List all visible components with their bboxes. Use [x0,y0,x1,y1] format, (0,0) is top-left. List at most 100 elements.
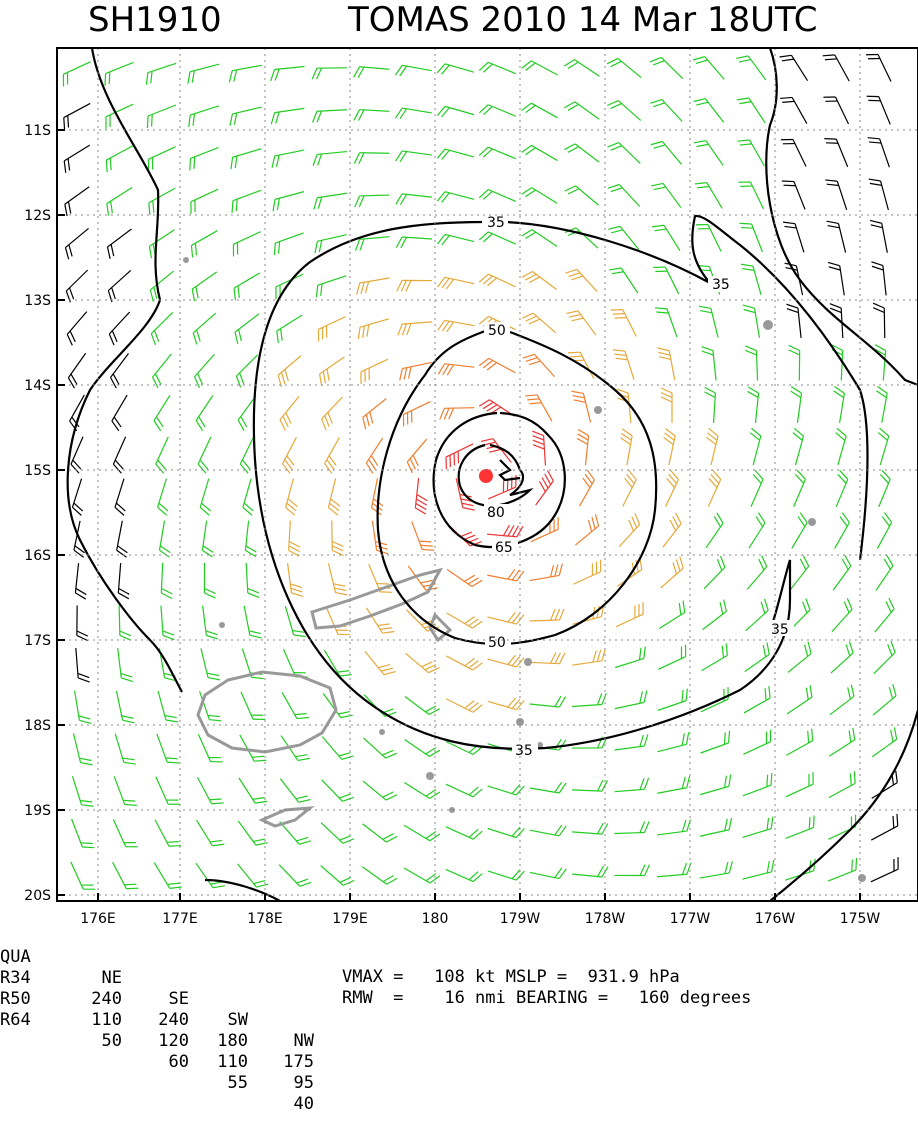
wind-barb [876,386,887,422]
wind-barb [244,606,262,638]
wind-barb [446,827,482,839]
contour-label: 35 [771,622,789,638]
wind-barb [666,470,679,506]
wind-barb [615,691,647,709]
wind-barb [572,780,607,791]
wind-barb [695,183,722,209]
wind-barb [197,777,223,803]
wind-barb [156,777,180,804]
wind-barb [63,62,90,87]
wind-barb [200,479,210,516]
wind-barb [793,428,803,465]
table-cell: 50 [78,1031,122,1052]
wind-barb [446,699,482,712]
wind-barb [661,388,672,423]
wind-barb [875,345,886,381]
wind-barb [235,314,259,344]
wind-barb [72,776,93,806]
wind-barb [147,105,176,128]
lon-label: 179E [332,911,368,927]
wind-barb [149,188,175,215]
wind-barb [65,228,88,259]
wind-barb [659,601,684,629]
wind-barb [523,354,555,376]
table-cell: 240 [145,1010,189,1031]
wind-barb [836,428,846,465]
lat-label: 13S [24,293,51,309]
wind-barb [77,606,88,641]
wind-barb [479,274,515,287]
table-row: R64 50 60 55 40 [0,989,41,1136]
wind-barb [619,513,639,546]
wind-barb [748,387,759,423]
table-cell: 60 [145,1052,189,1073]
wind-barb [787,685,812,714]
wind-barb [823,97,848,124]
lon-label: 180 [422,911,449,927]
wind-barb [196,396,213,431]
wind-barb [156,437,168,473]
wind-barb [536,470,554,505]
wind-barb [397,280,432,291]
wind-barb [233,232,260,257]
wind-barb [700,861,733,878]
contour-label: 65 [495,540,513,556]
wind-barb [198,734,222,762]
wind-barb [447,613,483,628]
wind-barb [836,470,848,507]
wind-barb [823,55,850,81]
wind-barb [161,563,172,598]
wind-barb [530,782,566,793]
wind-barb [113,862,139,889]
wind-barb [406,653,440,672]
wind-radii-table: QUA NE SE SW NW R34 240 240 180 175 R50 … [0,926,330,1010]
wind-barb [283,437,297,473]
wind-barb [786,729,812,756]
wind-barb [824,139,847,167]
wind-barb [354,110,390,121]
wind-barb [701,687,728,712]
wind-barb [146,63,176,84]
wind-barb [653,267,678,294]
wind-barb [188,64,219,83]
wind-barb [827,221,846,252]
wind-barb [325,437,340,473]
wind-barb [530,564,563,581]
wind-barb [113,819,137,846]
wind-barb [866,54,891,81]
wind-barb [236,355,257,388]
wind-barb [112,395,127,431]
wind-barb [788,642,811,673]
wind-barb [286,479,298,516]
table-header-cell: SE [145,989,189,1010]
wind-barb [113,437,125,473]
wind-barb [355,195,390,207]
wind-barb [609,268,638,293]
wind-barb [781,139,806,166]
wind-barb [395,108,431,119]
lat-label: 14S [24,378,51,394]
wind-barb [744,686,770,713]
wind-barb [575,514,598,545]
wind-barb [488,698,525,710]
wind-barb [530,868,567,879]
wind-barb [704,387,715,423]
wind-barb [835,513,850,549]
storm-center-icon [479,469,493,483]
wind-barb [365,651,396,674]
wind-barb [875,598,894,632]
wind-barb [197,820,225,846]
lat-label: 12S [24,208,51,224]
wind-barb [786,304,801,338]
wind-barb [651,142,682,165]
contour-label: 35 [487,215,505,231]
wind-barb [611,310,637,337]
wind-barb [314,193,347,209]
wind-barb [204,563,215,598]
wind-barb [67,312,87,346]
wind-barb [68,353,85,388]
wind-barb [700,731,729,753]
wind-barb [834,386,845,422]
